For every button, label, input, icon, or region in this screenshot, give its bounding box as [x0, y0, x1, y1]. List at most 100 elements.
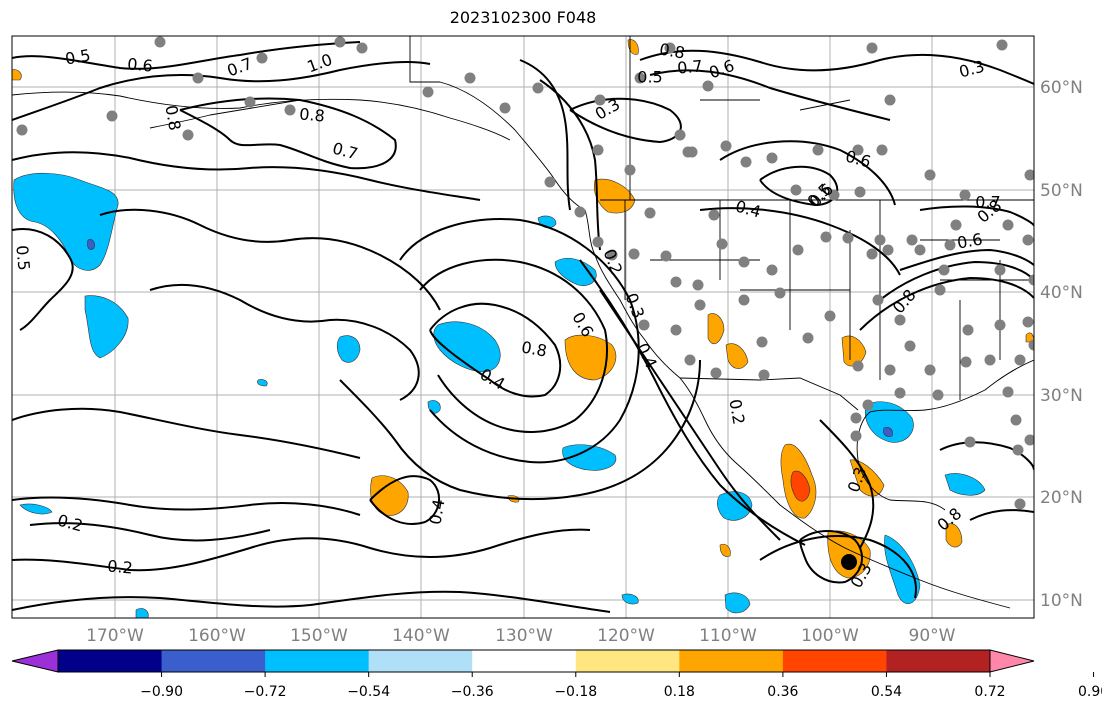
colorbar-tick-label: −0.36	[451, 684, 494, 700]
pos-region-mid-pac	[370, 475, 409, 516]
gulf-coast	[856, 359, 1034, 511]
neg-region-coast-1	[554, 257, 597, 286]
station-dot	[790, 184, 802, 196]
station-dot	[594, 94, 606, 106]
colorbar-tick-label: 0.18	[664, 684, 695, 700]
contour-5	[12, 228, 74, 331]
station-dot	[544, 176, 556, 188]
contour-2	[12, 61, 431, 121]
us-west-coast	[584, 209, 681, 379]
station-dot	[716, 238, 728, 250]
contour-34	[819, 419, 875, 549]
contour-30	[859, 276, 1034, 331]
station-dot	[644, 207, 656, 219]
colorbar-extend-left	[11, 649, 59, 673]
station-dot	[894, 314, 906, 326]
colorbar-tick-labels: −0.90 −0.72 −0.54 −0.36 −0.18 0.18 0.36 0.54 0.7…	[140, 672, 1102, 700]
station-dot	[996, 39, 1008, 51]
lon-tick-label: 120°W	[597, 626, 655, 646]
station-dot	[1024, 169, 1034, 181]
lat-tick-label: 50°N	[1040, 181, 1083, 201]
pos-region-tiny-1	[627, 39, 639, 55]
colorbar-tick-label: −0.72	[244, 684, 287, 700]
station-dot	[1024, 434, 1034, 446]
station-dot	[686, 146, 698, 158]
contour-6	[99, 208, 441, 311]
station-dot	[959, 189, 971, 201]
colorbar-outline	[57, 649, 991, 673]
contour-20	[539, 79, 601, 251]
contour-28	[899, 248, 1034, 271]
contour-22	[569, 97, 682, 144]
station-dot	[828, 189, 840, 201]
lat-tick-label: 40°N	[1040, 283, 1083, 303]
station-dot	[950, 219, 962, 231]
station-dot	[670, 276, 682, 288]
contour-26	[719, 140, 896, 206]
station-dot	[872, 294, 884, 306]
contour-23	[639, 49, 1034, 85]
contour-label: 0.7	[975, 193, 1000, 212]
station-dot	[244, 96, 256, 108]
contour-label: 0.6	[956, 229, 984, 252]
pos-region-texas	[841, 335, 867, 367]
neg-region-mid-2	[433, 321, 501, 373]
station-dot	[1002, 386, 1014, 398]
station-dot	[674, 129, 686, 141]
station-dot	[1014, 354, 1026, 366]
station-dot	[684, 354, 696, 366]
station-dot	[774, 287, 786, 299]
bc-coast	[409, 36, 586, 211]
contour-label: 0.8	[658, 39, 686, 62]
contour-lines	[12, 41, 1034, 613]
station-dot	[1022, 234, 1034, 246]
neg-region-gulf-dark	[883, 427, 893, 437]
station-dot	[606, 249, 618, 261]
station-dot	[812, 144, 824, 156]
station-dot	[766, 152, 778, 164]
neg-region-far-sw	[19, 503, 53, 515]
lon-tick-label: 160°W	[188, 626, 246, 646]
station-dot	[994, 319, 1006, 331]
station-dot	[906, 234, 918, 246]
latitude-tick-labels: 60°N 50°N 40°N 30°N 20°N 10°N	[1040, 78, 1083, 611]
colorbar-segment	[161, 650, 266, 672]
colorbar-tick-label: 0.36	[767, 684, 798, 700]
station-dot	[702, 80, 714, 92]
colorbar-tick-label: −0.90	[140, 684, 183, 700]
station-dot	[934, 284, 946, 296]
station-dot	[256, 52, 268, 64]
colorbar-tick-label: 0.90	[1078, 684, 1102, 700]
contour-36	[969, 509, 1034, 521]
contour-label: 0.5	[12, 244, 33, 271]
coastlines-borders	[12, 36, 1034, 609]
station-dot	[904, 340, 916, 352]
station-dot	[592, 144, 604, 156]
colorbar-tick-label: 0.54	[871, 684, 902, 700]
station-dot	[866, 42, 878, 54]
station-dot	[924, 169, 936, 181]
station-dot	[852, 144, 864, 156]
station-dot	[720, 140, 732, 152]
contour-24	[649, 69, 891, 121]
station-dot	[710, 367, 722, 379]
colorbar-tick-label: −0.18	[554, 684, 597, 700]
station-dot	[1014, 498, 1026, 510]
contour-29	[879, 260, 1034, 301]
station-dot	[634, 72, 646, 84]
station-dot	[740, 156, 752, 168]
contour-7	[149, 283, 420, 401]
station-dot	[356, 42, 368, 54]
station-dots	[16, 36, 1034, 510]
colorbar-segment	[886, 650, 991, 672]
lon-tick-label: 150°W	[290, 626, 348, 646]
station-dot	[962, 324, 974, 336]
station-dot	[106, 110, 118, 122]
contour-16	[369, 475, 440, 525]
contour-33	[759, 535, 917, 599]
station-dot	[694, 299, 706, 311]
station-dot	[624, 164, 636, 176]
station-dot	[708, 209, 720, 221]
station-dot	[499, 102, 511, 114]
contour-32	[799, 530, 864, 584]
